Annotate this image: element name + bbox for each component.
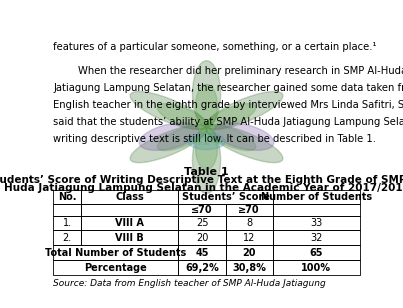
Text: 65: 65 [310,248,323,258]
Bar [179,245,226,260]
Bar [81,190,179,204]
Bar [54,216,81,230]
Bar [179,204,226,216]
Text: No.: No. [58,192,76,202]
Bar [179,260,226,275]
Ellipse shape [188,133,225,150]
Text: said that the students’ ability at SMP Al-Huda Jatiagung Lampung Selatan in: said that the students’ ability at SMP A… [54,117,403,127]
Bar [179,230,226,245]
Text: 20: 20 [196,233,208,243]
Ellipse shape [193,61,220,127]
Text: When the researcher did her preliminary research in SMP Al-Huda: When the researcher did her preliminary … [54,66,403,75]
Bar [81,216,179,230]
Ellipse shape [193,127,220,193]
Text: features of a particular someone, something, or a certain place.¹: features of a particular someone, someth… [54,42,377,52]
Text: Table 1: Table 1 [184,167,229,177]
Ellipse shape [157,103,207,129]
Text: 100%: 100% [301,263,331,273]
Text: VIII B: VIII B [115,233,144,243]
Text: 69,2%: 69,2% [185,263,219,273]
Text: Percentage: Percentage [85,263,147,273]
Bar [54,245,179,260]
Text: 25: 25 [196,218,208,228]
Bar [179,190,273,204]
Bar [81,204,179,216]
Text: Class: Class [115,192,144,202]
Bar [226,204,273,216]
Ellipse shape [206,125,256,151]
Ellipse shape [206,125,283,163]
Bar [81,230,179,245]
Bar [54,190,81,204]
Ellipse shape [195,127,218,170]
Bar [226,216,273,230]
Bar [273,190,359,204]
Text: Total Number of Students: Total Number of Students [46,248,187,258]
Ellipse shape [206,91,283,129]
Ellipse shape [139,123,199,150]
Text: 2.: 2. [62,233,72,243]
Text: Students’ Score of Writing Descriptive Text at the Eighth Grade of SMP Al-: Students’ Score of Writing Descriptive T… [0,175,403,185]
Ellipse shape [214,123,274,150]
Text: VIII A: VIII A [115,218,144,228]
Text: ≤70: ≤70 [191,205,213,215]
Text: ≥70: ≥70 [238,205,260,215]
Bar [273,204,359,216]
Bar [273,230,359,245]
Text: 45: 45 [195,248,209,258]
Text: Source: Data from English teacher of SMP Al-Huda Jatiagung: Source: Data from English teacher of SMP… [54,279,326,288]
Text: 8: 8 [246,218,252,228]
Text: Students’ Score: Students’ Score [182,192,270,202]
Bar [54,204,81,216]
Bar [54,260,179,275]
Text: Jatiagung Lampung Selatan, the researcher gained some data taken from the: Jatiagung Lampung Selatan, the researche… [54,83,403,93]
Ellipse shape [157,125,207,151]
Text: Number of Students: Number of Students [261,192,372,202]
Text: 414: 414 [193,135,220,148]
Text: 1.: 1. [62,218,72,228]
Text: 32: 32 [310,233,322,243]
Text: English teacher in the eighth grade by interviewed Mrs Linda Safitri, S. Pd. She: English teacher in the eighth grade by i… [54,100,403,110]
Bar [179,216,226,230]
Ellipse shape [130,91,207,129]
Ellipse shape [130,125,207,163]
Bar [273,245,359,260]
Text: writing descriptive text is still low. It can be described in Table 1.: writing descriptive text is still low. I… [54,134,376,144]
Text: 30,8%: 30,8% [232,263,266,273]
Bar [226,230,273,245]
Text: 12: 12 [243,233,255,243]
Bar [226,245,273,260]
Ellipse shape [195,84,218,127]
Ellipse shape [206,103,256,129]
Bar [273,260,359,275]
Text: Huda Jatiagung Lampung Selatan in the Academic Year of 2017/2018: Huda Jatiagung Lampung Selatan in the Ac… [4,183,403,193]
Text: 20: 20 [242,248,256,258]
Bar [54,230,81,245]
Text: 33: 33 [310,218,322,228]
Bar [273,216,359,230]
Bar [226,260,273,275]
